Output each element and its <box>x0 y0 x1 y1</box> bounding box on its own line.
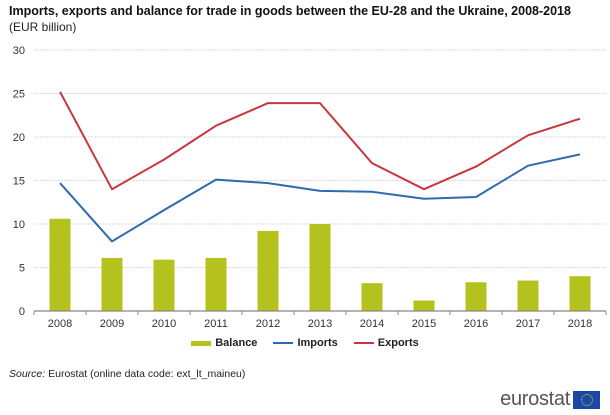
x-tick-label: 2010 <box>152 318 176 330</box>
bar-balance <box>101 257 123 311</box>
x-tick-label: 2013 <box>308 318 332 330</box>
balance-bars <box>49 218 591 311</box>
legend-label: Exports <box>377 337 419 349</box>
x-tick-label: 2011 <box>204 318 228 330</box>
legend: Balance Imports Exports <box>0 337 610 349</box>
balance-swatch <box>191 340 212 346</box>
line-series <box>59 91 581 243</box>
line-exports <box>59 91 581 191</box>
x-tick-label: 2009 <box>100 318 124 330</box>
y-tick-label: 30 <box>13 45 25 57</box>
y-tick-label: 20 <box>13 132 25 144</box>
x-tick-label: 2017 <box>516 318 540 330</box>
imports-swatch <box>273 342 294 344</box>
eurostat-logo[interactable]: eurostat <box>500 388 600 411</box>
y-tick-label: 10 <box>13 219 25 231</box>
source-note: Source: Eurostat (online data code: ext_… <box>9 368 245 380</box>
logo-text: eurostat <box>500 388 570 410</box>
bar-balance <box>257 230 279 311</box>
line-imports <box>59 153 581 243</box>
bar-balance <box>361 283 383 311</box>
bar-balance <box>465 282 487 311</box>
legend-label: Imports <box>297 337 338 349</box>
legend-label: Balance <box>215 337 258 349</box>
legend-item-balance[interactable]: Balance <box>191 337 257 349</box>
legend-item-imports[interactable]: Imports <box>273 337 338 349</box>
source-text: Eurostat (online data code: ext_lt_maine… <box>45 368 246 380</box>
bar-balance <box>413 300 435 311</box>
x-axis: 2008 2009 2010 2011 2012 2013 2014 2015 2016 2017… <box>33 310 607 330</box>
x-tick-label: 2014 <box>360 318 384 330</box>
chart-canvas: 0 5 10 15 20 25 30 2008 2009 2010 2011 2012 2013 201… <box>13 45 607 330</box>
y-tick-label: 15 <box>13 176 25 188</box>
x-tick-label: 2012 <box>256 318 280 330</box>
chart-title: Imports, exports and balance for trade i… <box>9 4 571 18</box>
bar-balance <box>517 280 539 311</box>
bar-balance <box>309 224 331 311</box>
eu-flag-icon <box>573 390 600 409</box>
legend-item-exports[interactable]: Exports <box>353 337 419 349</box>
bar-balance <box>153 259 175 311</box>
source-label: Source: <box>9 368 46 380</box>
bar-balance <box>569 276 591 311</box>
y-tick-label: 25 <box>13 89 25 101</box>
x-tick-label: 2015 <box>412 318 436 330</box>
x-tick-label: 2016 <box>464 318 488 330</box>
x-tick-label: 2018 <box>568 318 592 330</box>
y-axis: 0 5 10 15 20 25 30 <box>13 45 25 318</box>
bar-balance <box>205 257 227 311</box>
y-tick-label: 0 <box>19 306 25 318</box>
y-tick-label: 5 <box>19 263 25 275</box>
x-tick-label: 2008 <box>48 318 72 330</box>
exports-swatch <box>353 342 374 344</box>
bar-balance <box>49 218 71 311</box>
chart-subtitle: (EUR billion) <box>9 20 77 34</box>
